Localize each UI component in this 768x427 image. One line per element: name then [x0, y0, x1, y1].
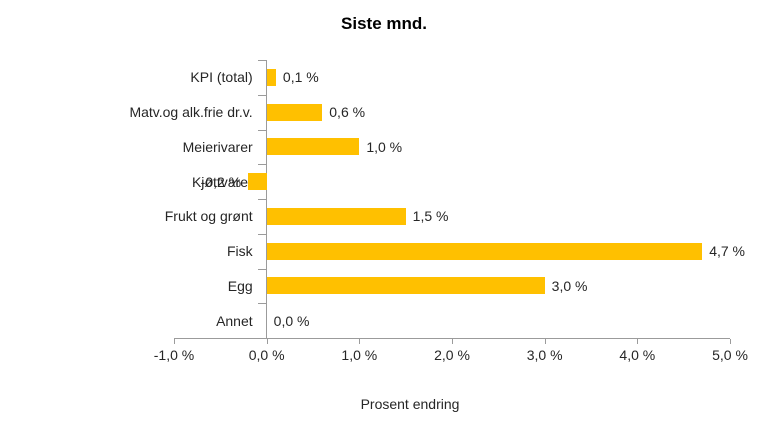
bar — [266, 138, 360, 156]
category-label: Frukt og grønt — [164, 208, 253, 225]
y-axis-tick — [257, 164, 266, 166]
bar-value-label: 0,6 % — [329, 104, 366, 121]
bar — [266, 207, 406, 225]
category-label: Annet — [216, 312, 253, 329]
y-axis-tick — [257, 60, 266, 61]
y-axis-tick — [257, 94, 266, 96]
bar-value-label: 3,0 % — [551, 277, 588, 294]
bar-value-label: 0,0 % — [273, 312, 310, 329]
x-axis-tick-label: -1,0 % — [153, 347, 195, 363]
x-axis-tick — [637, 339, 639, 344]
bar-value-label: 1,0 % — [366, 138, 403, 155]
y-axis-tick — [257, 129, 266, 131]
x-axis-tick-label: 3,0 % — [526, 347, 563, 363]
x-axis-tick-label: 4,0 % — [619, 347, 656, 363]
x-axis-title: Prosent endring — [360, 396, 460, 412]
category-label: KPI (total) — [190, 69, 253, 86]
bar — [248, 173, 267, 191]
x-axis-tick — [730, 339, 731, 344]
category-label: Meierivarer — [182, 138, 253, 155]
x-axis-tick — [452, 339, 453, 344]
bar-value-label: 0,1 % — [282, 69, 319, 86]
bar-value-label: 4,7 % — [709, 243, 745, 260]
x-axis-tick-label: 5,0 % — [712, 347, 748, 363]
category-label: Matv.og alk.frie dr.v. — [129, 104, 253, 121]
x-axis-tick — [359, 339, 361, 344]
x-axis-tick-label: 2,0 % — [434, 347, 470, 363]
y-axis-tick — [257, 303, 266, 305]
category-label: Fisk — [226, 243, 253, 260]
y-axis-tick — [257, 268, 266, 270]
bar-value-label: 1,5 % — [412, 208, 449, 225]
category-label: Kjøttvarer — [191, 173, 253, 190]
x-axis-tick-label: 0,0 % — [248, 347, 285, 363]
x-axis-tick-label: 1,0 % — [341, 347, 378, 363]
x-axis-tick — [266, 339, 268, 344]
bar — [266, 68, 276, 86]
y-axis-tick — [257, 233, 266, 235]
x-axis-tick — [544, 339, 546, 344]
y-axis-tick — [257, 199, 266, 200]
category-label: Egg — [227, 277, 253, 294]
bar-value-label: -0,2 % — [200, 173, 242, 190]
x-axis-tick — [174, 339, 175, 344]
bar — [266, 277, 545, 295]
y-axis-line — [265, 60, 267, 338]
bar — [266, 103, 323, 121]
chart-title: Siste mnd. — [341, 14, 427, 33]
bar — [266, 242, 703, 260]
x-axis-line — [174, 338, 730, 339]
